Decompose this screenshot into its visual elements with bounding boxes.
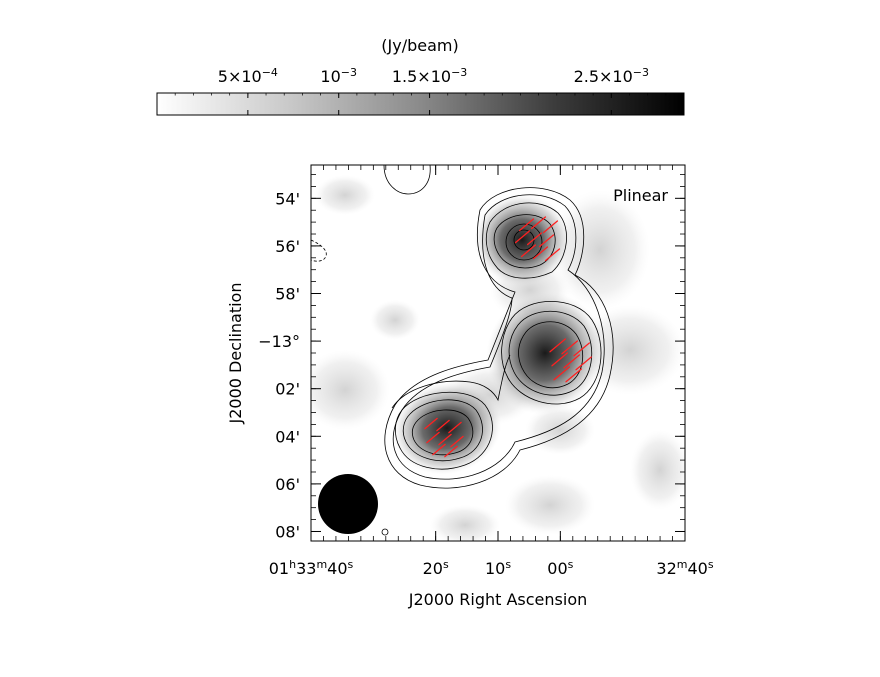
colorbar-tick-label: 1.5×10−3 <box>392 66 467 87</box>
faint-emission <box>525 405 595 455</box>
polarization-vector <box>561 340 578 355</box>
polarization-vectors <box>424 216 592 458</box>
contour-isolated-top <box>383 165 431 195</box>
polarization-vector <box>542 220 559 234</box>
contour-isolated-small <box>381 528 389 536</box>
x-tick-label: 10s <box>485 558 511 579</box>
polarization-vector <box>575 356 592 371</box>
y-tick-label: 58' <box>275 285 300 304</box>
y-tick-label: 54' <box>275 189 300 208</box>
y-tick-label: −13° <box>258 332 300 351</box>
faint-emission <box>505 475 595 535</box>
polarization-vector <box>573 342 590 357</box>
plot-panel: Plinear 01h33m40s 20s 10s 00s 32m40s 54'56'5… <box>226 164 714 609</box>
contour-5 <box>505 223 543 261</box>
contour-2 <box>393 194 605 480</box>
polarization-vector <box>432 443 446 456</box>
x-axis-tick-labels: 01h33m40s 20s 10s 00s 32m40s <box>269 558 714 579</box>
contour-isolated-left <box>311 239 327 262</box>
polarization-vector <box>532 246 549 260</box>
contour-11 <box>402 399 483 462</box>
colorbar-tick-labels: 5×10−4 10−3 1.5×10−3 2.5×10−3 <box>218 66 649 87</box>
contour-9 <box>518 321 584 389</box>
polarization-vector <box>424 417 438 430</box>
y-tick-label: 56' <box>275 237 300 256</box>
polarization-vector <box>520 244 537 258</box>
y-tick-label: 04' <box>275 427 300 446</box>
polarization-vector <box>514 230 531 244</box>
polarization-vector <box>530 216 547 230</box>
x-tick-label: 20s <box>423 558 449 579</box>
colorbar-tick-label: 10−3 <box>320 66 357 87</box>
polarization-vector <box>518 218 535 232</box>
contour-lines <box>311 165 614 536</box>
colorbar-tick-label: 2.5×10−3 <box>574 66 649 87</box>
x-axis-label: J2000 Right Ascension <box>408 590 588 609</box>
panel-label: Plinear <box>613 186 668 205</box>
colorbar-gradient <box>156 92 685 116</box>
polarization-vector <box>448 421 462 434</box>
polarization-vector <box>565 368 582 383</box>
polarization-vector <box>544 248 561 262</box>
y-tick-label: 06' <box>275 475 300 494</box>
faint-emission <box>430 505 500 541</box>
polarization-vector <box>436 419 450 432</box>
contour-10 <box>394 391 493 470</box>
faint-emission <box>315 175 375 215</box>
faint-emission <box>550 190 650 310</box>
x-tick-label: 00s <box>547 558 573 579</box>
faint-emission <box>311 350 390 430</box>
polarization-vector <box>553 366 570 381</box>
colorbar: (Jy/beam) 5×10−4 10−3 1.5×10−3 2.5×10−3 <box>156 36 685 116</box>
colorbar-tick-label: 5×10−4 <box>218 66 278 87</box>
polarization-vector <box>551 352 568 367</box>
contour-13 <box>391 354 511 409</box>
x-axis-ticks <box>310 165 686 541</box>
polarization-vector <box>549 338 566 353</box>
x-tick-label: 32m40s <box>656 558 713 579</box>
polarization-vector <box>538 234 555 248</box>
source-middle <box>486 291 604 415</box>
y-tick-label: 08' <box>275 522 300 541</box>
beam-ellipse <box>318 474 378 534</box>
y-axis-ticks <box>311 174 685 532</box>
contour-4 <box>493 214 556 269</box>
colorbar-ticks <box>174 93 685 115</box>
contour-outer <box>384 187 614 489</box>
y-axis-label: J2000 Declination <box>226 283 245 425</box>
faint-emission <box>630 430 685 510</box>
colorbar-unit-label: (Jy/beam) <box>381 36 458 55</box>
polarization-vector <box>444 445 458 458</box>
polarization-vector <box>563 354 580 369</box>
faint-emission <box>370 300 420 340</box>
contour-12 <box>411 409 474 456</box>
contour-8 <box>508 310 593 396</box>
contour-3 <box>485 202 567 279</box>
y-axis-tick-labels: 54' 56' 58' −13° 02' 04' 06' 08' <box>258 189 300 541</box>
contour-7 <box>501 301 602 405</box>
polarization-vector <box>526 232 543 246</box>
polarization-vector <box>438 433 452 446</box>
x-tick-label: 01h33m40s <box>269 558 354 579</box>
polarization-vector <box>426 431 440 444</box>
y-tick-label: 02' <box>275 380 300 399</box>
source-south <box>392 381 502 475</box>
polarization-vector <box>450 435 464 448</box>
